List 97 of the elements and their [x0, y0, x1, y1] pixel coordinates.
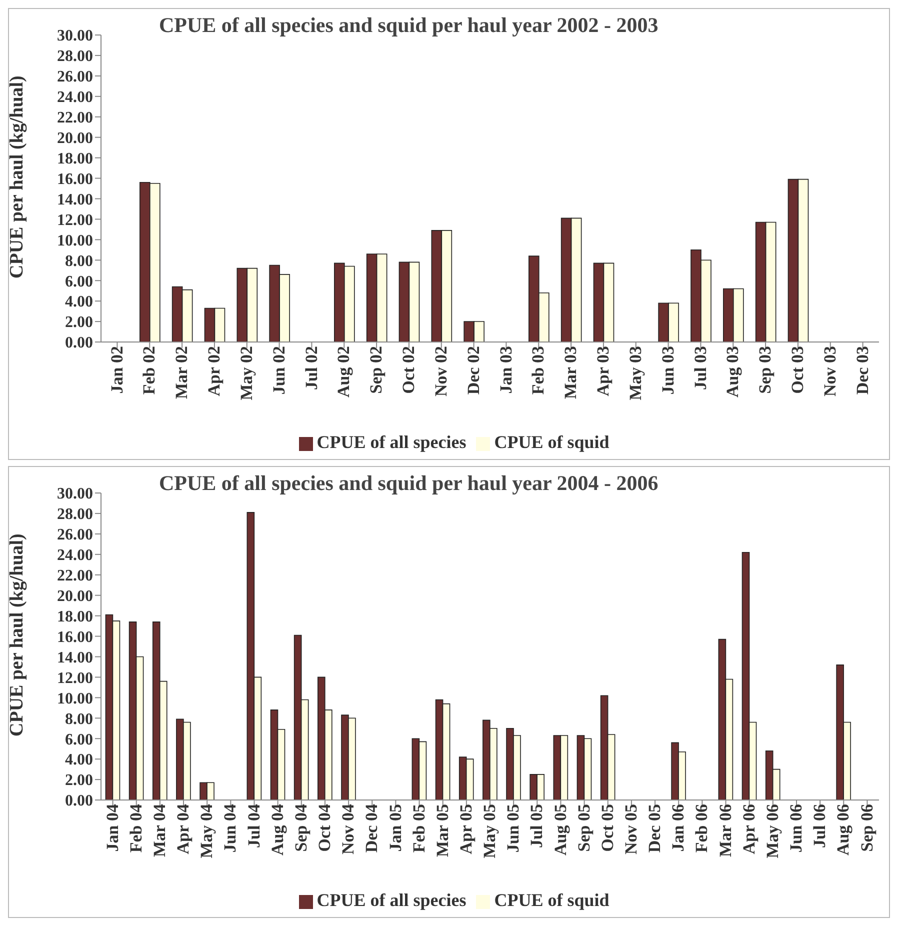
x-tick-label: Apr 06 [739, 804, 758, 854]
x-tick-label: Dec 03 [852, 346, 872, 395]
x-tick-label: Sep 02 [366, 346, 386, 394]
y-tick-label: 18.00 [57, 608, 93, 626]
x-tick-label: Aug 04 [268, 804, 287, 856]
x-tick-label: May 02 [236, 346, 256, 400]
x-tick-label: Mar 03 [561, 346, 580, 400]
y-tick-label: 10.00 [57, 690, 93, 708]
x-tick-label: Dec 04 [362, 804, 382, 853]
y-tick-label: 20.00 [57, 130, 93, 148]
y-tick-label: 2.00 [65, 314, 93, 332]
y-tick-label: 0.00 [65, 792, 93, 810]
y-tick-label: 30.00 [57, 486, 93, 503]
x-tick-label: May 04 [197, 804, 216, 858]
x-tick-label: Jul 06 [810, 804, 830, 848]
y-tick-label: 20.00 [57, 588, 93, 606]
y-tick-label: 8.00 [65, 252, 93, 270]
y-tick-label: 4.00 [65, 752, 93, 769]
x-tick-label: Jul 04 [244, 804, 264, 848]
x-tick-label: Mar 04 [150, 804, 170, 858]
y-tick-label: 22.00 [57, 110, 93, 127]
x-tick-label: Sep 06 [857, 804, 876, 852]
y-tick-label: 18.00 [57, 150, 93, 168]
x-tick-label: Jan 04 [102, 804, 122, 852]
x-tick-label: Oct 02 [399, 346, 418, 394]
y-tick-label: 28.00 [57, 48, 93, 66]
y-tick-label: 22.00 [57, 568, 93, 585]
x-tick-label: Feb 03 [528, 346, 548, 395]
x-tick-label: Aug 05 [550, 804, 570, 856]
x-tick-label: May 06 [762, 804, 782, 858]
y-axis-title: CPUE per haul (kg/hual) [6, 76, 28, 278]
x-tick-label: Nov 04 [338, 804, 358, 855]
y-tick-label: 12.00 [57, 212, 93, 229]
x-tick-label: Apr 02 [204, 346, 224, 396]
x-tick-label: Sep 04 [291, 804, 310, 852]
chart-title: CPUE of all species and squid per haul year 2004 - 2006 [159, 471, 658, 496]
x-tick-label: Aug 02 [334, 346, 354, 398]
x-tick-label: Feb 06 [692, 804, 712, 853]
x-tick-label: Jun 05 [504, 804, 523, 853]
x-tick-label: May 05 [480, 804, 500, 858]
y-tick-label: 16.00 [57, 628, 93, 646]
y-tick-label: 14.00 [57, 649, 93, 666]
x-tick-label: Oct 03 [788, 346, 808, 394]
x-tick-label: Jan 02 [107, 346, 126, 394]
y-tick-label: 26.00 [57, 68, 93, 86]
x-tick-label: Jun 03 [658, 346, 678, 395]
x-tick-label: Jan 03 [496, 346, 516, 394]
x-tick-label: Aug 06 [834, 804, 853, 856]
chart-title: CPUE of all species and squid per haul year 2002 - 2003 [159, 13, 658, 38]
x-tick-label: Apr 04 [174, 804, 193, 854]
y-tick-label: 0.00 [65, 334, 93, 352]
legend-label: CPUE of all species [316, 432, 466, 452]
x-tick-label: Jul 02 [302, 346, 321, 390]
x-tick-label: Mar 06 [716, 804, 735, 858]
x-tick-label: Feb 05 [409, 804, 428, 853]
x-tick-label: Nov 05 [622, 804, 641, 855]
x-tick-label: Dec 02 [464, 346, 483, 395]
x-tick-label: Nov 03 [820, 346, 840, 397]
x-tick-label: Mar 02 [172, 346, 192, 400]
x-tick-label: Mar 05 [432, 804, 452, 858]
x-tick-label: May 03 [626, 346, 645, 400]
y-tick-label: 8.00 [65, 710, 93, 728]
y-tick-label: 6.00 [65, 273, 93, 290]
x-tick-label: Feb 04 [126, 804, 146, 853]
y-tick-label: 24.00 [57, 547, 93, 564]
x-tick-label: Sep 03 [756, 346, 775, 394]
y-tick-label: 12.00 [57, 670, 93, 687]
legend-label: CPUE of all species [316, 890, 466, 910]
legend-label: CPUE of squid [494, 890, 610, 910]
y-tick-label: 28.00 [57, 506, 93, 524]
x-tick-label: Jun 04 [220, 804, 240, 853]
y-tick-label: 6.00 [65, 731, 93, 748]
legend-label: CPUE of squid [494, 432, 610, 452]
x-tick-label: Oct 05 [598, 804, 617, 852]
x-tick-label: Jun 02 [269, 346, 288, 395]
x-tick-label: Oct 04 [315, 804, 334, 852]
x-tick-label: Jul 03 [690, 346, 710, 390]
y-tick-label: 4.00 [65, 294, 93, 311]
y-tick-label: 24.00 [57, 89, 93, 106]
y-tick-label: 16.00 [57, 170, 93, 188]
x-tick-label: Sep 05 [574, 804, 594, 852]
y-tick-label: 30.00 [57, 28, 93, 45]
x-tick-label: Nov 02 [431, 346, 450, 397]
x-tick-label: Aug 03 [723, 346, 742, 398]
y-tick-label: 14.00 [57, 191, 93, 208]
x-tick-label: Jan 06 [668, 804, 688, 852]
x-tick-label: Apr 05 [456, 804, 476, 854]
y-tick-label: 2.00 [65, 772, 93, 790]
y-axis-title: CPUE per haul (kg/hual) [6, 534, 28, 736]
x-tick-label: Apr 03 [594, 346, 613, 396]
x-tick-label: Jun 06 [786, 804, 806, 853]
y-tick-label: 10.00 [57, 232, 93, 250]
x-tick-label: Jul 05 [527, 804, 546, 848]
x-tick-label: Jan 05 [386, 804, 405, 852]
x-tick-label: Feb 02 [140, 346, 159, 395]
x-tick-label: Dec 05 [645, 804, 664, 853]
y-tick-label: 26.00 [57, 526, 93, 544]
